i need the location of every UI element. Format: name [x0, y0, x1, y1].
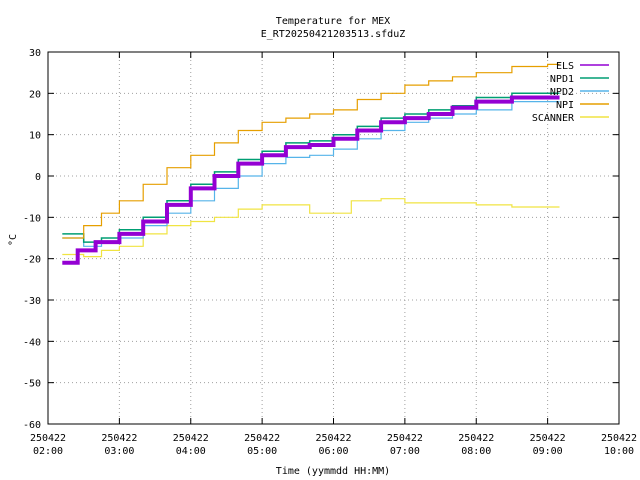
x-tick-time: 10:00 — [604, 446, 634, 457]
y-tick-label: -20 — [23, 255, 41, 266]
series-line-scanner — [62, 198, 560, 258]
x-tick-date: 250422 — [244, 433, 280, 444]
x-tick-date: 250422 — [101, 433, 137, 444]
x-tick-date: 250422 — [173, 433, 209, 444]
legend: ELS NPD1 NPD2 NPI SCANNER — [532, 61, 609, 124]
x-tick-time: 09:00 — [533, 446, 563, 457]
x-tick-date: 250422 — [601, 433, 637, 444]
series-line-npd1 — [62, 92, 560, 243]
legend-label: NPI — [556, 100, 574, 111]
x-tick-date: 250422 — [387, 433, 423, 444]
y-tick-label: -40 — [23, 337, 41, 348]
x-tick-time: 08:00 — [461, 446, 491, 457]
legend-label: NPD2 — [550, 87, 574, 98]
y-tick-label: 10 — [29, 131, 41, 142]
x-tick-time: 07:00 — [390, 446, 420, 457]
axis-ticks: 30 20 10 0 -10 -20 -30 -40 -50 -60 250422 02:00 2504… — [23, 48, 637, 457]
legend-label: ELS — [556, 61, 574, 72]
chart-subtitle: E_RT20250421203513.sfduZ — [261, 29, 406, 40]
x-tick-date: 250422 — [30, 433, 66, 444]
y-tick-label: -30 — [23, 296, 41, 307]
x-tick-time: 02:00 — [33, 446, 63, 457]
x-tick-date: 250422 — [530, 433, 566, 444]
y-axis-label: °C — [8, 234, 19, 246]
legend-label: NPD1 — [550, 74, 574, 85]
x-tick-date: 250422 — [458, 433, 494, 444]
y-tick-label: 20 — [29, 89, 41, 100]
series-layer — [62, 63, 560, 265]
y-tick-label: -50 — [23, 379, 41, 390]
x-tick-time: 04:00 — [176, 446, 206, 457]
chart-title: Temperature for MEX — [276, 16, 390, 27]
series-line-npd2 — [62, 101, 560, 247]
x-tick-time: 05:00 — [247, 446, 277, 457]
y-tick-label: -10 — [23, 213, 41, 224]
x-axis-label: Time (yymmdd HH:MM) — [276, 466, 390, 477]
x-tick-date: 250422 — [315, 433, 351, 444]
series-line-els — [62, 95, 560, 265]
legend-label: SCANNER — [532, 113, 575, 124]
series-line-npi — [62, 63, 560, 239]
x-tick-time: 06:00 — [318, 446, 348, 457]
y-tick-label: -60 — [23, 420, 41, 431]
x-tick-time: 03:00 — [104, 446, 134, 457]
y-tick-label: 0 — [35, 172, 41, 183]
y-tick-label: 30 — [29, 48, 41, 59]
